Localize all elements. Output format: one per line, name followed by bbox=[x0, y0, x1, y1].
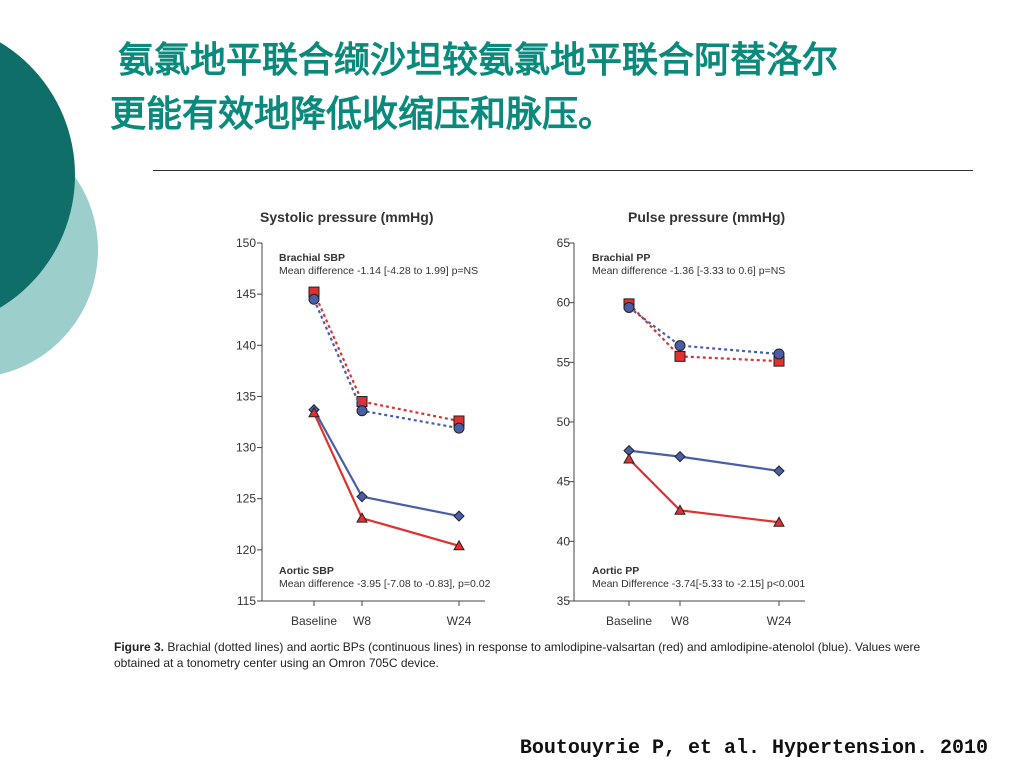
citation: Boutouyrie P, et al. Hypertension. 2010 bbox=[519, 737, 988, 760]
data-point-square bbox=[674, 350, 686, 362]
data-point-circle bbox=[674, 340, 686, 352]
deco-circle-dark bbox=[0, 42, 75, 308]
y-tick-label: 40 bbox=[557, 534, 571, 548]
x-tick-label: W8 bbox=[671, 614, 689, 628]
caption-text: Brachial (dotted lines) and aortic BPs (… bbox=[114, 640, 921, 670]
annotation-title: Brachial PP bbox=[592, 252, 650, 264]
data-point-circle bbox=[356, 405, 368, 417]
title-divider bbox=[153, 170, 973, 171]
y-tick-label: 150 bbox=[236, 236, 256, 250]
data-point-circle bbox=[623, 301, 635, 313]
series-line-aortic-red bbox=[312, 412, 460, 547]
annotation-text: Mean Difference -3.74[-5.33 to -2.15] p<… bbox=[592, 578, 805, 590]
data-point-triangle bbox=[308, 406, 320, 418]
x-tick-label: Baseline bbox=[291, 614, 337, 628]
chart-panel-1: Systolic pressure (mmHg) 115 120 125 130 135 1… bbox=[236, 209, 491, 628]
data-point-circle bbox=[773, 348, 785, 360]
y-tick-label: 60 bbox=[557, 296, 571, 310]
data-point-triangle bbox=[773, 516, 785, 527]
data-point-diamond bbox=[674, 450, 686, 463]
y-tick-label: 55 bbox=[557, 355, 571, 369]
y-tick-label: 135 bbox=[236, 389, 256, 403]
data-point-triangle bbox=[453, 539, 465, 551]
y-tick-label: 145 bbox=[236, 287, 256, 301]
annotation-title: Brachial SBP bbox=[279, 252, 345, 264]
y-tick-label: 125 bbox=[236, 492, 256, 506]
figure-charts: Systolic pressure (mmHg) 115 120 125 130 135 1… bbox=[236, 209, 806, 628]
annotation-text: Mean difference -1.36 [-3.33 to 0.6] p=N… bbox=[592, 265, 785, 277]
series-line-aortic-blue bbox=[628, 449, 780, 473]
x-tick-label: W24 bbox=[767, 614, 792, 628]
x-tick-label: W24 bbox=[447, 614, 472, 628]
data-point-diamond bbox=[356, 490, 368, 503]
x-tick-label: Baseline bbox=[606, 614, 652, 628]
slide-title: 氨氯地平联合缬沙坦较氨氯地平联合阿替洛尔 更能有效地降低收缩压和脉压。 bbox=[110, 34, 990, 142]
annotation-title: Aortic SBP bbox=[279, 565, 334, 577]
y-tick-label: 115 bbox=[237, 594, 256, 608]
figure-caption: Figure 3. Brachial (dotted lines) and ao… bbox=[114, 639, 944, 671]
data-point-diamond bbox=[773, 465, 785, 477]
y-tick-label: 50 bbox=[557, 415, 571, 429]
y-tick-label: 140 bbox=[236, 338, 256, 352]
data-point-triangle bbox=[623, 452, 635, 464]
series-line-brachial-blue bbox=[628, 306, 780, 356]
y-tick-label: 65 bbox=[557, 236, 571, 250]
chart-title: Systolic pressure (mmHg) bbox=[260, 209, 434, 225]
series-line-brachial-red bbox=[312, 291, 460, 423]
x-tick-label: W8 bbox=[353, 614, 371, 628]
annotation-text: Mean difference -3.95 [-7.08 to -0.83], … bbox=[279, 578, 491, 590]
data-point-triangle bbox=[674, 504, 686, 515]
y-tick-label: 130 bbox=[236, 441, 256, 455]
y-tick-label: 45 bbox=[557, 475, 571, 489]
chart-panel-2: Pulse pressure (mmHg) 35 40 45 50 55 60 65 Basel… bbox=[557, 209, 806, 628]
slide-title-line1: 氨氯地平联合缬沙坦较氨氯地平联合阿替洛尔 bbox=[118, 40, 839, 81]
annotation-text: Mean difference -1.14 [-4.28 to 1.99] p=… bbox=[279, 265, 478, 277]
y-tick-label: 35 bbox=[557, 594, 571, 608]
chart-title: Pulse pressure (mmHg) bbox=[628, 209, 785, 225]
data-point-circle bbox=[308, 293, 320, 305]
data-point-circle bbox=[453, 422, 465, 434]
caption-label: Figure 3. bbox=[114, 640, 165, 654]
data-point-triangle bbox=[356, 512, 368, 523]
decorative-circles bbox=[0, 42, 98, 375]
annotation-title: Aortic PP bbox=[592, 565, 639, 577]
data-point-diamond bbox=[453, 510, 465, 522]
y-tick-label: 120 bbox=[236, 543, 256, 557]
series-line-brachial-blue bbox=[312, 298, 460, 430]
slide-title-line2: 更能有效地降低收缩压和脉压。 bbox=[110, 94, 615, 135]
